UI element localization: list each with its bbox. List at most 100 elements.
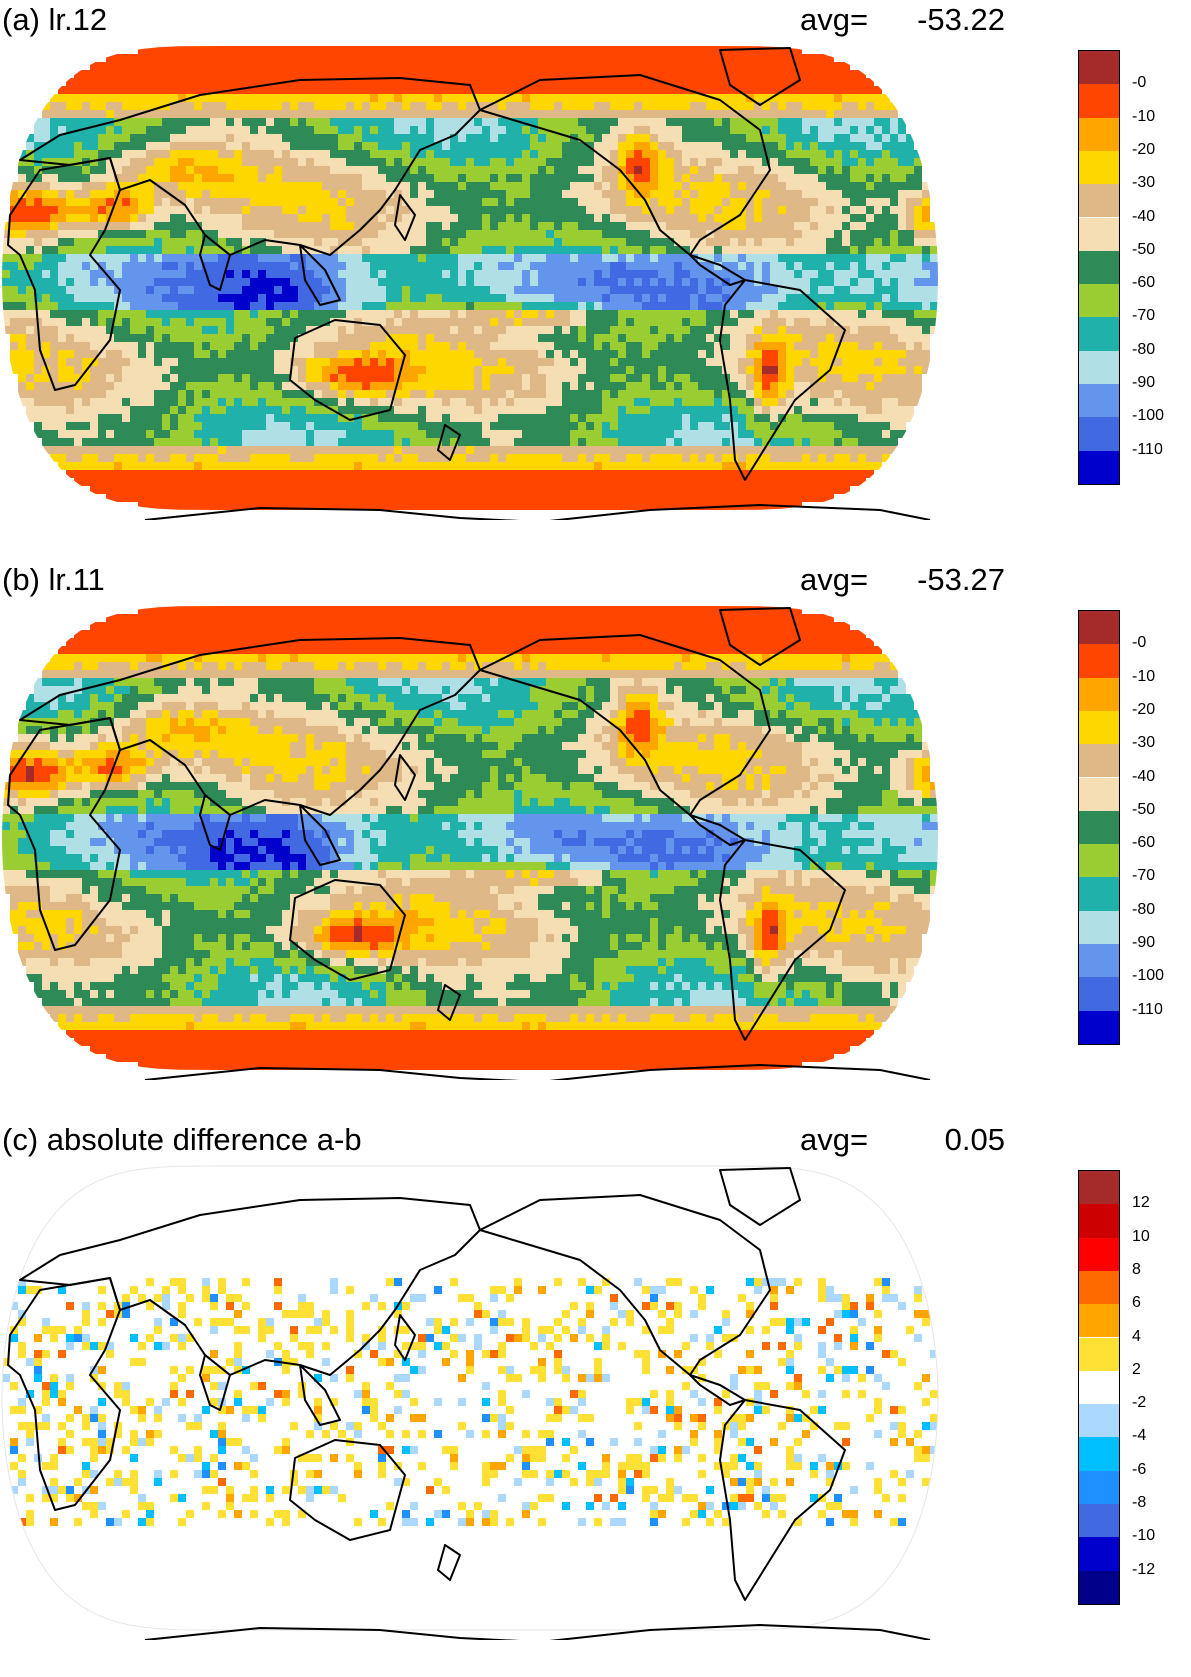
colorbar-swatch <box>1079 1470 1119 1504</box>
coastline <box>479 74 771 256</box>
colorbar-tick-label: -110 <box>1132 1000 1163 1018</box>
colorbar-swatch <box>1079 217 1119 251</box>
colorbar-tick-label: 4 <box>1132 1327 1141 1345</box>
avg-label: avg= <box>800 2 869 37</box>
coastlines <box>7 1167 931 1640</box>
colorbar-swatch <box>1079 810 1119 845</box>
coastline <box>299 1364 341 1426</box>
data-field <box>2 46 938 510</box>
colorbar-tick-label: 12 <box>1132 1194 1150 1212</box>
colorbar-box <box>1078 1170 1120 1605</box>
coastline <box>394 1314 416 1361</box>
colorbar-tick-label: -90 <box>1132 934 1156 951</box>
coastline <box>719 839 846 1041</box>
coastline <box>289 319 406 421</box>
coastline <box>719 1167 801 1226</box>
coastline <box>479 1194 771 1376</box>
colorbar-swatch <box>1079 350 1119 384</box>
colorbar-swatch <box>1079 150 1119 185</box>
colorbar-swatch <box>1079 1404 1119 1438</box>
coastline <box>7 1277 121 1511</box>
colorbar-swatch <box>1079 417 1119 451</box>
colorbar-tick-label: -10 <box>1132 667 1156 685</box>
colorbar-tick-label: 6 <box>1132 1294 1141 1312</box>
coastline <box>144 504 931 520</box>
avg-value: -53.27 <box>917 562 1005 597</box>
colorbar-tick-label: -100 <box>1132 407 1165 425</box>
colorbar-tick-label: -10 <box>1132 1527 1156 1545</box>
colorbar-tick-label: -50 <box>1132 240 1156 258</box>
colorbar-swatch <box>1079 250 1119 285</box>
colorbar-swatch <box>1079 1171 1119 1205</box>
colorbar-swatch <box>1079 1537 1119 1571</box>
colorbar-swatch <box>1079 944 1119 978</box>
colorbar-swatch <box>1079 1504 1119 1538</box>
coastline <box>299 244 341 306</box>
coastline <box>719 1399 846 1601</box>
colorbar-swatch <box>1079 284 1119 318</box>
coastline <box>7 717 121 951</box>
colorbar-swatch <box>1079 977 1119 1011</box>
colorbar-tick-label: -12 <box>1132 1560 1156 1578</box>
colorbar-tick-label: -110 <box>1132 440 1163 458</box>
data-field <box>2 606 938 1070</box>
colorbar-tick-label: -20 <box>1132 140 1156 158</box>
coastlines <box>7 607 931 1080</box>
colorbar-tick-label: -8 <box>1132 1494 1147 1511</box>
colorbar-swatch <box>1079 317 1119 351</box>
colorbar-swatch <box>1079 644 1119 678</box>
coastline <box>394 754 416 801</box>
coastlines <box>7 47 931 520</box>
colorbar-tick-label: -70 <box>1132 867 1156 885</box>
panel-b: (b) lr.11 avg= -53.27 -0 -10 -20 -30 -40 -50 -… <box>0 560 1191 1120</box>
coastline <box>7 157 121 391</box>
coastline <box>479 634 771 816</box>
colorbar-tick-label: -80 <box>1132 900 1156 918</box>
colorbar-tick-label: -10 <box>1132 107 1156 125</box>
colorbar-tick-label: -4 <box>1132 1427 1147 1445</box>
coastline <box>394 194 416 241</box>
colorbar-tick-label: 2 <box>1132 1360 1141 1378</box>
colorbar-tick-label: -60 <box>1132 274 1156 292</box>
coastline <box>689 1374 746 1406</box>
colorbar-swatch <box>1079 710 1119 745</box>
coastline <box>437 984 461 1021</box>
coastline <box>19 637 481 816</box>
colorbar-swatch <box>1079 1270 1119 1305</box>
colorbar-tick-label: -100 <box>1132 967 1165 985</box>
panel-title: (c) absolute difference a-b <box>2 1122 362 1157</box>
colorbar-tick-label: 10 <box>1132 1227 1150 1245</box>
colorbar-swatch <box>1079 744 1119 778</box>
colorbar-tick-label: -40 <box>1132 207 1156 225</box>
avg-label: avg= <box>800 1122 869 1157</box>
colorbar-box <box>1078 50 1120 485</box>
colorbar-swatch <box>1079 844 1119 878</box>
robinson-map <box>2 46 938 520</box>
colorbar-swatch <box>1079 450 1119 484</box>
coastline <box>437 1544 461 1581</box>
colorbar-tick-label: -20 <box>1132 700 1156 718</box>
coastline <box>289 1439 406 1541</box>
colorbar-swatch <box>1079 1570 1119 1604</box>
colorbar-tick-label: -0 <box>1132 634 1147 652</box>
map-boundary <box>1 1165 939 1631</box>
colorbar-swatch <box>1079 1437 1119 1471</box>
colorbar-swatch <box>1079 877 1119 911</box>
colorbar-swatch <box>1079 384 1119 418</box>
coastline <box>144 1064 931 1080</box>
panel-a: (a) lr.12 avg= -53.22 -0 -10 -20 -30 -40 -50 -… <box>0 0 1191 560</box>
avg-value: 0.05 <box>944 1122 1005 1157</box>
colorbar-tick-label: -40 <box>1132 767 1156 785</box>
colorbar-swatch <box>1079 777 1119 811</box>
colorbar-swatch <box>1079 677 1119 711</box>
colorbar-swatch <box>1079 611 1119 645</box>
avg-label: avg= <box>800 562 869 597</box>
colorbar-tick-label: -60 <box>1132 834 1156 852</box>
colorbar-tick-label: -30 <box>1132 734 1156 752</box>
colorbar-swatch <box>1079 117 1119 151</box>
robinson-map <box>2 606 938 1080</box>
avg-value: -53.22 <box>917 2 1005 37</box>
data-field <box>2 1278 938 1526</box>
colorbar-swatch <box>1079 84 1119 118</box>
coastline <box>689 814 746 846</box>
